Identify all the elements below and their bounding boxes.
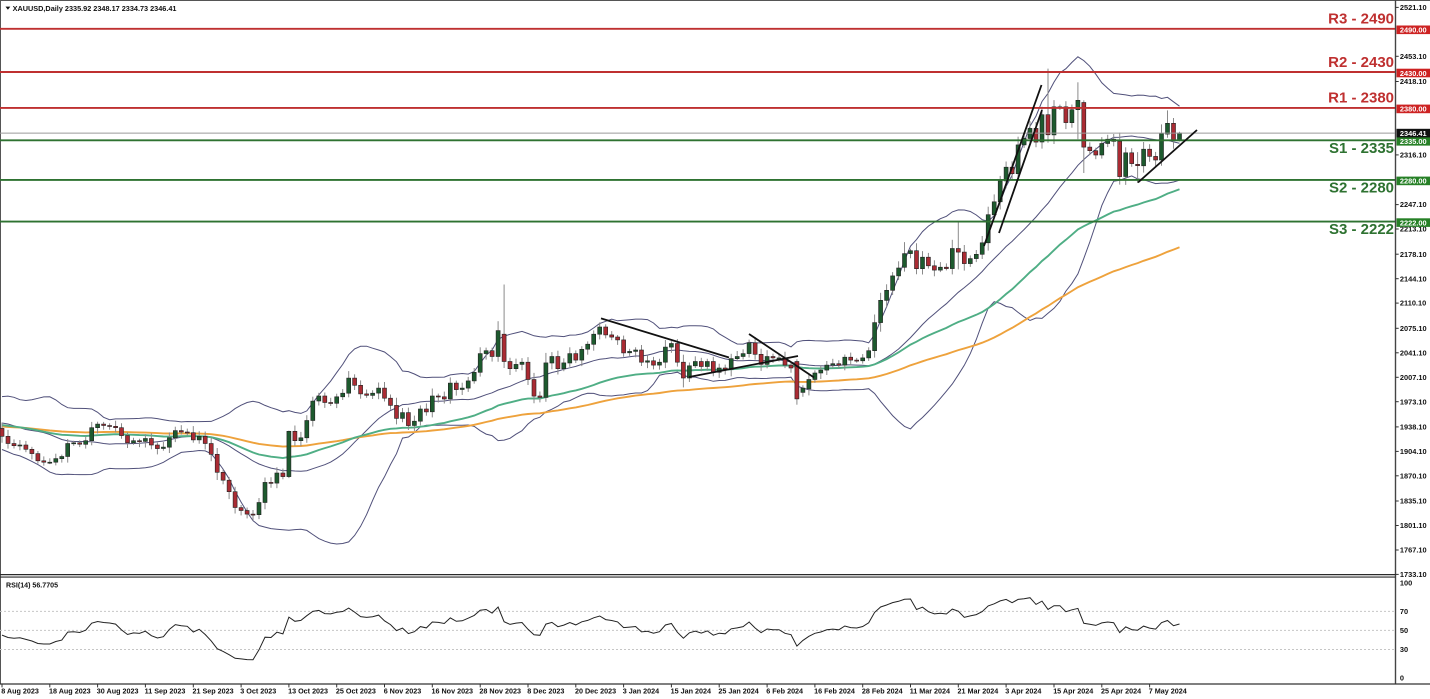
svg-text:1767.10: 1767.10 [1400, 546, 1427, 555]
svg-text:S2 - 2280: S2 - 2280 [1329, 179, 1394, 196]
svg-text:1733.10: 1733.10 [1400, 570, 1427, 579]
svg-text:2178.10: 2178.10 [1400, 250, 1427, 259]
svg-text:21 Mar 2024: 21 Mar 2024 [958, 686, 999, 695]
svg-text:6 Nov 2023: 6 Nov 2023 [384, 686, 422, 695]
svg-text:11 Mar 2024: 11 Mar 2024 [910, 686, 950, 695]
svg-text:2075.10: 2075.10 [1400, 324, 1427, 333]
svg-text:13 Oct 2023: 13 Oct 2023 [288, 686, 328, 695]
svg-text:20 Dec 2023: 20 Dec 2023 [575, 686, 616, 695]
svg-text:2222.00: 2222.00 [1400, 218, 1427, 227]
svg-text:15 Jan 2024: 15 Jan 2024 [671, 686, 711, 695]
svg-text:1870.10: 1870.10 [1400, 471, 1427, 480]
svg-text:1801.10: 1801.10 [1400, 521, 1427, 530]
svg-text:70: 70 [1400, 607, 1408, 616]
svg-text:28 Feb 2024: 28 Feb 2024 [862, 686, 903, 695]
svg-text:30: 30 [1400, 645, 1408, 654]
svg-text:XAUUSD,Daily 2335.92 2348.17: XAUUSD,Daily 2335.92 2348.17 2334.73 234… [13, 4, 177, 13]
svg-text:2041.10: 2041.10 [1400, 348, 1427, 357]
svg-text:11 Sep 2023: 11 Sep 2023 [145, 686, 186, 695]
svg-text:16 Feb 2024: 16 Feb 2024 [814, 686, 855, 695]
svg-text:25 Jan 2024: 25 Jan 2024 [718, 686, 758, 695]
svg-text:16 Nov 2023: 16 Nov 2023 [432, 686, 474, 695]
svg-text:1938.10: 1938.10 [1400, 423, 1427, 432]
svg-text:100: 100 [1400, 579, 1412, 588]
svg-text:28 Nov 2023: 28 Nov 2023 [479, 686, 521, 695]
svg-text:30 Aug 2023: 30 Aug 2023 [97, 686, 139, 695]
svg-text:3 Jan 2024: 3 Jan 2024 [623, 686, 659, 695]
svg-text:2521.10: 2521.10 [1400, 3, 1427, 12]
svg-text:2247.10: 2247.10 [1400, 200, 1427, 209]
svg-text:2280.00: 2280.00 [1400, 177, 1427, 186]
svg-text:15 Apr 2024: 15 Apr 2024 [1053, 686, 1093, 695]
svg-text:8 Dec 2023: 8 Dec 2023 [527, 686, 564, 695]
svg-text:R1 - 2380: R1 - 2380 [1328, 90, 1394, 107]
svg-text:8 Aug 2023: 8 Aug 2023 [1, 686, 39, 695]
svg-text:3 Oct 2023: 3 Oct 2023 [240, 686, 276, 695]
svg-text:7 May 2024: 7 May 2024 [1149, 686, 1187, 695]
svg-text:2453.10: 2453.10 [1400, 52, 1427, 61]
svg-text:25 Oct 2023: 25 Oct 2023 [336, 686, 376, 695]
svg-text:S1 - 2335: S1 - 2335 [1329, 140, 1394, 157]
svg-text:RSI(14) 56.7705: RSI(14) 56.7705 [6, 581, 58, 589]
svg-text:2418.10: 2418.10 [1400, 77, 1427, 86]
svg-text:18 Aug 2023: 18 Aug 2023 [49, 686, 91, 695]
svg-text:2316.10: 2316.10 [1400, 151, 1427, 160]
svg-text:S3 - 2222: S3 - 2222 [1329, 221, 1394, 238]
svg-text:2110.10: 2110.10 [1400, 299, 1426, 308]
svg-text:50: 50 [1400, 626, 1408, 635]
svg-text:25 Apr 2024: 25 Apr 2024 [1101, 686, 1141, 695]
svg-text:2346.41: 2346.41 [1400, 129, 1427, 138]
svg-text:R2 - 2430: R2 - 2430 [1328, 54, 1394, 71]
svg-text:2213.10: 2213.10 [1400, 225, 1427, 234]
svg-text:21 Sep 2023: 21 Sep 2023 [193, 686, 234, 695]
svg-text:R3 - 2490: R3 - 2490 [1328, 11, 1394, 28]
svg-text:2380.00: 2380.00 [1400, 105, 1427, 114]
svg-text:1904.10: 1904.10 [1400, 447, 1427, 456]
svg-text:2430.00: 2430.00 [1400, 69, 1427, 78]
svg-text:1835.10: 1835.10 [1400, 497, 1427, 506]
svg-text:2007.10: 2007.10 [1400, 373, 1427, 382]
svg-text:2335.00: 2335.00 [1400, 137, 1427, 146]
svg-text:2144.10: 2144.10 [1400, 274, 1427, 283]
svg-text:2490.00: 2490.00 [1400, 26, 1427, 35]
svg-text:1973.10: 1973.10 [1400, 397, 1427, 406]
svg-text:6 Feb 2024: 6 Feb 2024 [766, 686, 803, 695]
svg-text:0: 0 [1400, 674, 1404, 683]
svg-text:3 Apr 2024: 3 Apr 2024 [1005, 686, 1041, 695]
